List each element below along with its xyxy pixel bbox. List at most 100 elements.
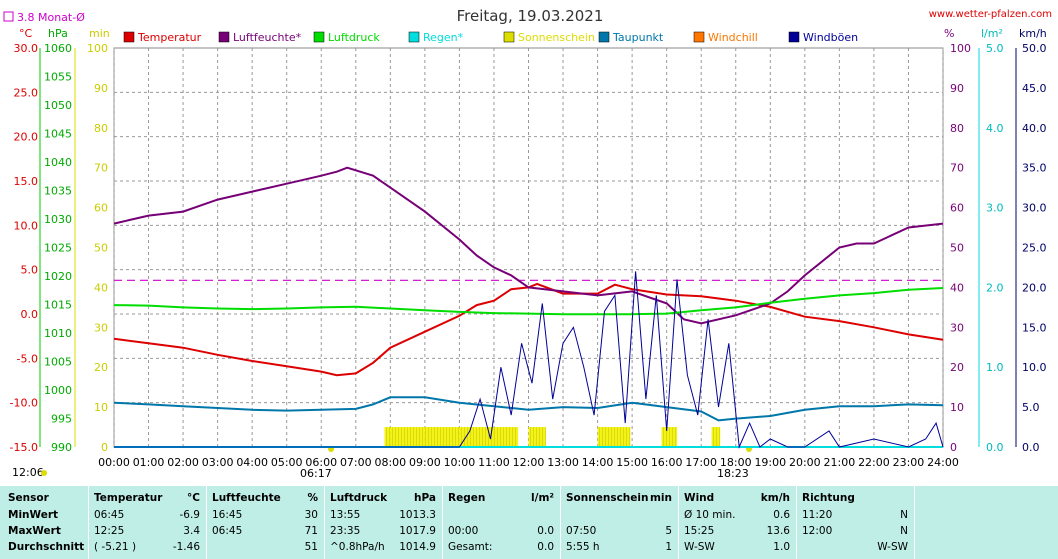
unit-sun: min <box>89 27 110 40</box>
series-lines <box>113 166 944 449</box>
legend: Temperatur Luftfeuchte* Luftdruck Regen* Son… <box>123 31 858 44</box>
unit-wind: km/h <box>1019 27 1047 40</box>
sunshine-tick-label: 60 <box>94 202 108 215</box>
wind-tick-label: 35.0 <box>1022 162 1047 175</box>
summary-time: 11:20 <box>802 509 833 521</box>
summary-time: W-SW <box>684 541 715 553</box>
summary-value: 13.6 <box>766 525 790 537</box>
series-luftdruck <box>113 287 944 316</box>
sunshine-tick-label: 30 <box>94 321 108 334</box>
summary-value: 71 <box>304 525 318 537</box>
wind-tick-label: 5.0 <box>1022 401 1040 414</box>
summary-time: 12:25 <box>94 525 125 537</box>
humidity-tick-label: 80 <box>950 122 964 135</box>
legend-swatch <box>788 31 800 43</box>
sun-peak-time: 12:06 <box>12 466 44 479</box>
summary-wind-col: Wind km/h Ø 10 min. 15:25 W-SW 0.6 13.6 1.0 <box>678 486 797 559</box>
wind-tick-label: 25.0 <box>1022 242 1047 255</box>
x-tick-label: 24:00 <box>927 456 959 469</box>
summary-value: 1 <box>665 541 672 553</box>
sunshine-bar <box>711 427 721 447</box>
rain-tick-label: 4.0 <box>986 122 1004 135</box>
sunshine-tick-label: 20 <box>94 361 108 374</box>
temperature-tick-label: 25.0 <box>14 86 39 99</box>
monthly-avg-label: 3.8 Monat-Ø <box>17 11 85 24</box>
x-tick-label: 21:00 <box>824 456 856 469</box>
x-tick-label: 07:00 <box>340 456 372 469</box>
temperature-tick-label: 5.0 <box>21 264 39 277</box>
x-tick-label: 13:00 <box>547 456 579 469</box>
summary-time: 12:00 <box>802 525 833 537</box>
humidity-tick-label: 100 <box>950 42 971 55</box>
series-windben <box>114 271 944 449</box>
summary-value: 1013.3 <box>399 509 436 521</box>
chart-title: Freitag, 19.03.2021 <box>457 7 604 25</box>
x-tick-label: 18:00 <box>720 456 752 469</box>
temperature-tick-label: 30.0 <box>14 42 39 55</box>
summary-header: Sensor <box>8 492 49 504</box>
humidity-tick-label: 0 <box>950 441 957 454</box>
pressure-tick-label: 1045 <box>44 128 72 141</box>
wind-tick-label: 40.0 <box>1022 122 1047 135</box>
summary-temperatur-col: Temperatur °C 06:45 12:25 ( -5.21 ) -6.9 3.4 -1… <box>88 486 207 559</box>
summary-value: N <box>900 525 908 537</box>
rain-tick-label: 2.0 <box>986 281 1004 294</box>
pressure-tick-label: 1030 <box>44 213 72 226</box>
summary-value: -6.9 <box>179 509 201 521</box>
unit-pressure: hPa <box>48 27 68 40</box>
pressure-tick-label: 1020 <box>44 270 72 283</box>
summary-value: 51 <box>304 541 318 553</box>
wind-tick-label: 15.0 <box>1022 321 1047 334</box>
unit-rain: l/m² <box>981 27 1003 40</box>
wind-tick-label: 10.0 <box>1022 361 1047 374</box>
humidity-tick-label: 10 <box>950 401 964 414</box>
website-label: www.wetter-pfalzen.com <box>929 9 1052 20</box>
summary-header: Richtung <box>802 492 855 504</box>
summary-row-label: MinWert <box>8 509 59 521</box>
humidity-tick-label: 70 <box>950 162 964 175</box>
x-tick-label: 17:00 <box>685 456 717 469</box>
summary-time: 16:45 <box>212 509 243 521</box>
legend-swatch <box>693 31 705 43</box>
summary-value: 0.6 <box>773 509 790 521</box>
wind-tick-label: 20.0 <box>1022 281 1047 294</box>
summary-time: 15:25 <box>684 525 715 537</box>
summary-unit: l/m² <box>531 492 554 504</box>
humidity-tick-label: 40 <box>950 281 964 294</box>
summary-time: 23:35 <box>330 525 361 537</box>
summary-regen-col: Regen l/m² 00:00 Gesamt: 0.0 0.0 <box>442 486 561 559</box>
summary-luftfeuchte-col: Luftfeuchte% 16:45 06:45 30 71 51 <box>206 486 325 559</box>
legend-label: Sonnenschein <box>518 31 595 44</box>
legend-swatch <box>598 31 610 43</box>
summary-value: W-SW <box>877 541 908 553</box>
summary-header: Luftfeuchte <box>212 492 281 504</box>
sunshine-tick-label: 0 <box>101 441 108 454</box>
summary-unit: % <box>307 492 318 504</box>
rain-tick-label: 0.0 <box>986 441 1004 454</box>
legend-label: Temperatur <box>137 31 202 44</box>
summary-header: Wind <box>684 492 715 504</box>
x-tick-label: 04:00 <box>236 456 268 469</box>
x-tick-label: 16:00 <box>651 456 683 469</box>
sunshine-tick-label: 40 <box>94 281 108 294</box>
pressure-tick-label: 1015 <box>44 299 72 312</box>
temperature-tick-label: -10.0 <box>10 397 38 410</box>
pressure-tick-label: 1005 <box>44 356 72 369</box>
summary-time: 06:45 <box>94 509 125 521</box>
x-tick-label: 11:00 <box>478 456 510 469</box>
summary-value: 1017.9 <box>399 525 436 537</box>
pressure-tick-label: 1055 <box>44 71 72 84</box>
pressure-tick-label: 1000 <box>44 384 72 397</box>
temperature-tick-label: 10.0 <box>14 219 39 232</box>
temperature-tick-label: 15.0 <box>14 175 39 188</box>
pressure-tick-label: 1010 <box>44 327 72 340</box>
series-luftfeuchte <box>113 166 944 325</box>
summary-unit: hPa <box>414 492 436 504</box>
legend-label: Luftdruck <box>328 31 380 44</box>
sun-peak-icon <box>41 470 47 476</box>
x-tick-label: 12:00 <box>513 456 545 469</box>
summary-time: 00:00 <box>448 525 479 537</box>
wind-tick-label: 50.0 <box>1022 42 1047 55</box>
right-axes: 0 10 20 30 40 50 60 70 80 90 100 0.0 1.0 2.0 3.0 4.0 5.0… <box>950 42 1047 454</box>
summary-value: 1014.9 <box>399 541 436 553</box>
